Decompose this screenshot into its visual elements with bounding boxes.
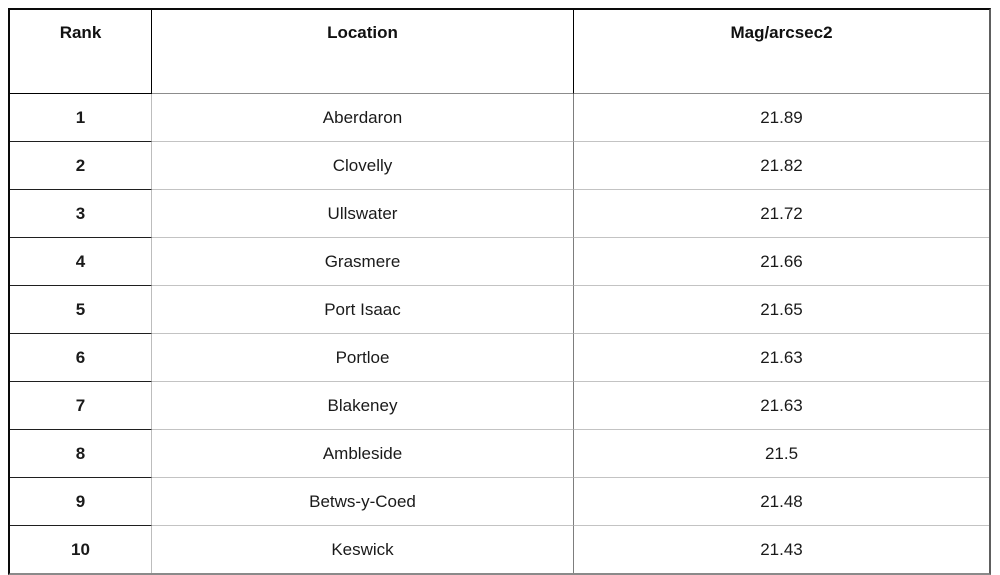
rank-cell: 8: [10, 430, 152, 478]
rank-cell: 7: [10, 382, 152, 430]
table-row: 8 Ambleside 21.5: [10, 430, 989, 478]
table-row: 6 Portloe 21.63: [10, 334, 989, 382]
table-row: 9 Betws-y-Coed 21.48: [10, 478, 989, 526]
column-header-rank: Rank: [10, 10, 152, 94]
table-row: 7 Blakeney 21.63: [10, 382, 989, 430]
rank-cell: 4: [10, 238, 152, 286]
mag-cell: 21.48: [574, 478, 989, 526]
table-row: 5 Port Isaac 21.65: [10, 286, 989, 334]
mag-cell: 21.63: [574, 334, 989, 382]
mag-cell: 21.65: [574, 286, 989, 334]
mag-cell: 21.89: [574, 94, 989, 142]
column-header-location: Location: [152, 10, 574, 94]
rank-cell: 6: [10, 334, 152, 382]
dark-sky-ranking-table: Rank Location Mag/arcsec2 1 Aberdaron 21.8…: [8, 8, 991, 575]
mag-cell: 21.66: [574, 238, 989, 286]
location-cell: Portloe: [152, 334, 574, 382]
mag-cell: 21.82: [574, 142, 989, 190]
rank-cell: 10: [10, 526, 152, 573]
location-cell: Betws-y-Coed: [152, 478, 574, 526]
table-row: 1 Aberdaron 21.89: [10, 94, 989, 142]
rank-cell: 2: [10, 142, 152, 190]
location-cell: Clovelly: [152, 142, 574, 190]
rank-cell: 5: [10, 286, 152, 334]
header-row: Rank Location Mag/arcsec2: [10, 10, 989, 94]
rank-cell: 3: [10, 190, 152, 238]
location-cell: Ambleside: [152, 430, 574, 478]
location-cell: Grasmere: [152, 238, 574, 286]
table-body: 1 Aberdaron 21.89 2 Clovelly 21.82 3 Ullswater 2…: [10, 94, 989, 573]
mag-cell: 21.63: [574, 382, 989, 430]
page: Rank Location Mag/arcsec2 1 Aberdaron 21.8…: [8, 8, 991, 575]
location-cell: Port Isaac: [152, 286, 574, 334]
mag-cell: 21.43: [760, 539, 803, 559]
column-header-mag: Mag/arcsec2: [574, 10, 989, 94]
mag-cell: 21.72: [574, 190, 989, 238]
table-row: 4 Grasmere 21.66: [10, 238, 989, 286]
table-row: 3 Ullswater 21.72: [10, 190, 989, 238]
rank-cell: 1: [10, 94, 152, 142]
table-container: Rank Location Mag/arcsec2 1 Aberdaron 21.8…: [8, 8, 991, 575]
location-cell: Aberdaron: [152, 94, 574, 142]
location-cell: Blakeney: [152, 382, 574, 430]
table-row: 2 Clovelly 21.82: [10, 142, 989, 190]
mag-cell: 21.5: [574, 430, 989, 478]
location-cell: Keswick: [152, 526, 574, 573]
rank-cell: 9: [10, 478, 152, 526]
location-cell: Ullswater: [152, 190, 574, 238]
table-row: 10 Keswick 21.43: [10, 526, 989, 573]
